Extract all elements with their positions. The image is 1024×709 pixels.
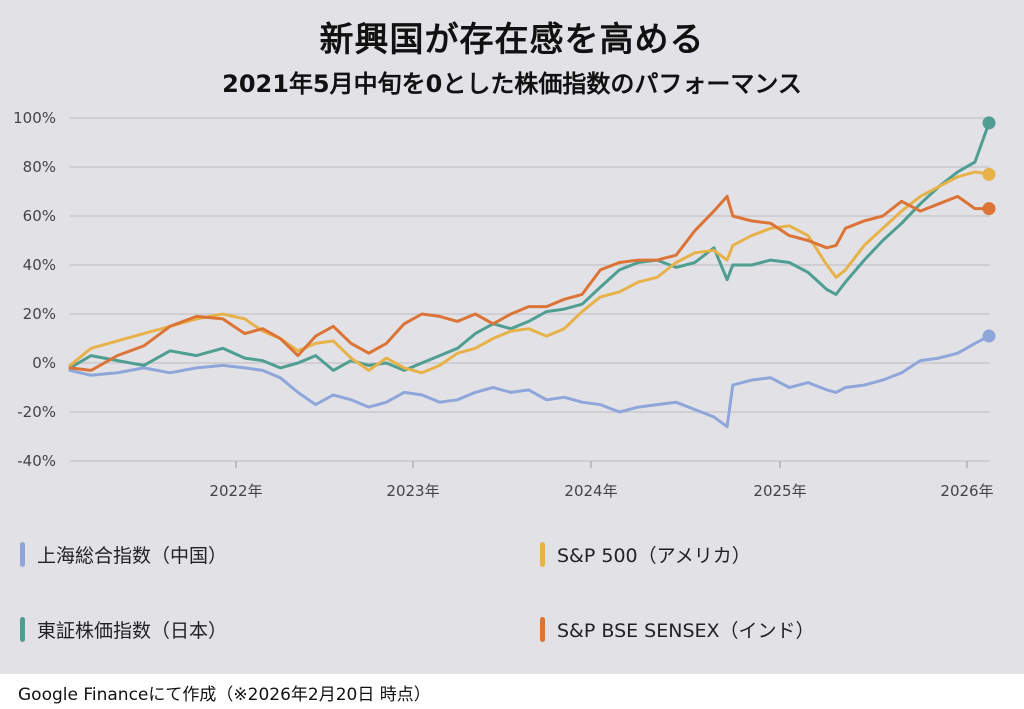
legend-swatch [540,617,545,642]
y-tick-label: 100% [13,109,56,127]
x-axis-ticks: 2022年 2023年 2024年 2025年 2026年 [209,461,994,500]
y-tick-label: 0% [32,354,56,372]
x-tick-label: 2025年 [753,482,806,500]
legend-label: S&P BSE SENSEX（インド） [557,620,815,642]
series-line [68,170,991,375]
series-end-dot [982,202,996,216]
legend-swatch [540,542,545,567]
chart-subtitle: 2021年5月中旬を0とした株価指数のパフォーマンス [222,70,802,98]
y-tick-label: 40% [23,256,56,274]
y-tick-label: -20% [17,403,56,421]
gridlines [70,117,990,462]
x-tick-label: 2023年 [386,482,439,500]
series-end-markers [982,116,996,343]
y-axis-ticks: 100% 80% 60% 40% 20% 0% -20% -40% [13,109,56,470]
chart-panel [0,0,1024,674]
x-tick-label: 2024年 [564,482,617,500]
legend-item-shanghai: 上海総合指数（中国） [20,541,227,568]
series-lines [68,121,991,429]
legend-swatch [20,617,25,642]
x-tick-label: 2022年 [209,482,262,500]
legend-item-sensex: S&P BSE SENSEX（インド） [540,616,815,643]
series-end-dot [982,329,996,343]
legend-item-sp500: S&P 500（アメリカ） [540,541,751,568]
chart-title: 新興国が存在感を高める [319,20,705,60]
y-tick-label: 60% [23,207,56,225]
line-chart: 100%80%60%40%20%0%-20%-40% 2022年 2023年 202… [13,109,996,500]
y-tick-label: 20% [23,305,56,323]
x-tick-label: 2026年 [940,482,993,500]
legend-label: 上海総合指数（中国） [37,545,228,567]
y-tick-label: 80% [23,158,56,176]
series-end-dot [982,167,996,181]
legend-swatch [20,542,25,567]
legend-label: 東証株価指数（日本） [37,620,228,642]
source-note: Google Financeにて作成（※2026年2月20日 時点） [18,685,431,705]
series-line [68,194,991,372]
series-line [68,121,991,372]
series-line [68,334,991,429]
legend-item-topix: 東証株価指数（日本） [20,616,227,643]
series-end-dot [982,116,996,130]
legend-label: S&P 500（アメリカ） [557,545,751,567]
y-tick-label: -40% [17,452,56,470]
